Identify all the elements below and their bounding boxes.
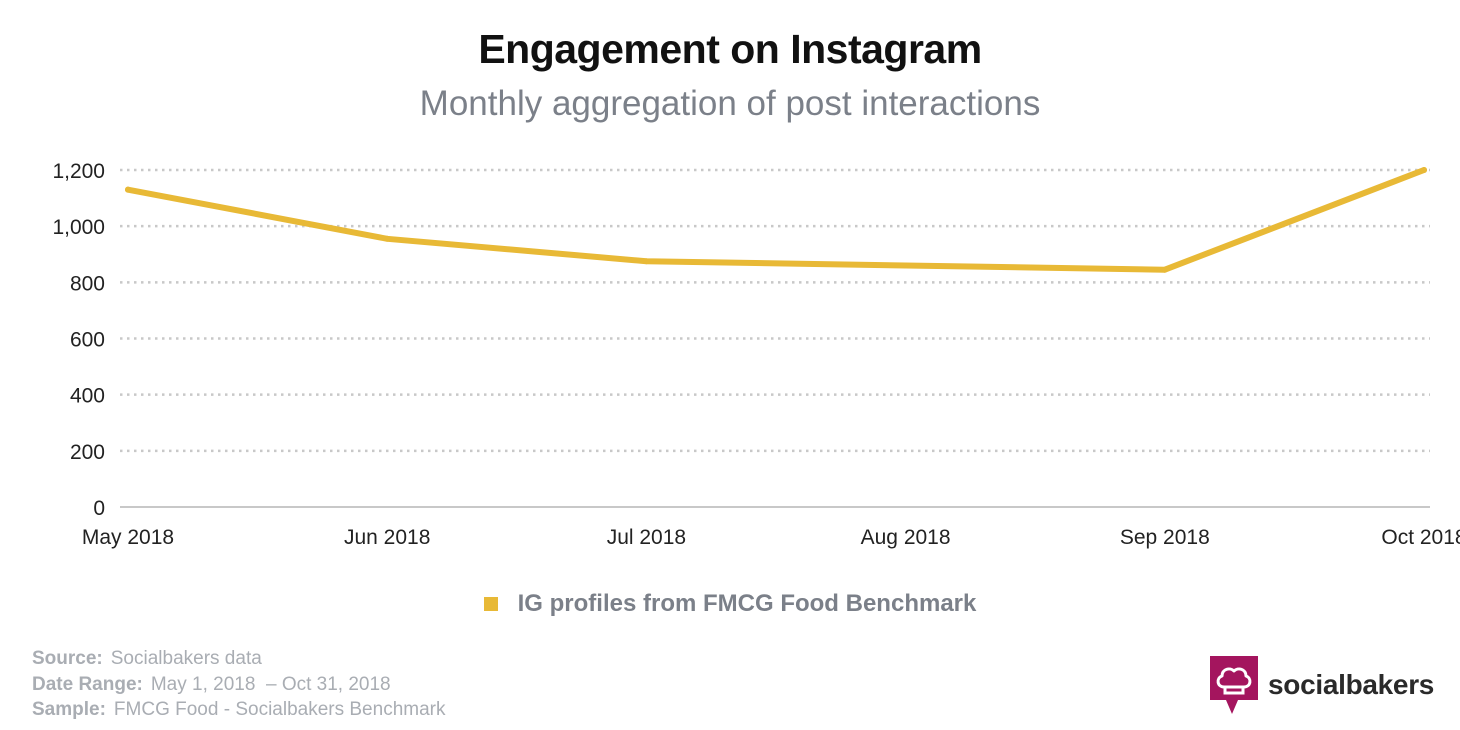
y-tick-label: 1,200 (52, 160, 105, 183)
footer-sample: Sample: FMCG Food - Socialbakers Benchmar… (32, 697, 445, 723)
x-tick-label: May 2018 (82, 526, 174, 549)
x-tick-label: Aug 2018 (861, 526, 951, 549)
chart-legend: IG profiles from FMCG Food Benchmark (0, 590, 1460, 618)
footer-sample-value: FMCG Food - Socialbakers Benchmark (113, 699, 446, 720)
x-tick-label: Jun 2018 (344, 526, 430, 549)
legend-swatch (483, 597, 498, 611)
data-point (902, 262, 909, 269)
y-tick-label: 800 (70, 272, 105, 295)
x-tick-label: Oct 2018 (1381, 526, 1460, 549)
footer-range-key: Date Range: (32, 673, 143, 695)
data-point (384, 235, 391, 242)
data-point (125, 186, 131, 193)
y-tick-label: 600 (70, 329, 105, 352)
y-tick-label: 200 (70, 441, 105, 464)
legend-label: IG profiles from FMCG Food Benchmark (517, 590, 977, 617)
chart-subtitle: Monthly aggregation of post interactions (419, 84, 1041, 123)
y-tick-label: 0 (93, 497, 105, 520)
footer-source-value: Socialbakers data (110, 648, 262, 669)
data-point (1161, 266, 1168, 273)
footer-date-range: Date Range: May 1, 2018 – Oct 31, 2018 (32, 672, 445, 698)
brand-logo: socialbakers (1210, 656, 1434, 714)
series-line (125, 167, 1427, 273)
chart-footer: Source: Socialbakers data Date Range: May … (32, 646, 445, 723)
data-point (1421, 167, 1427, 173)
footer-source: Source: Socialbakers data (32, 646, 445, 672)
y-tick-label: 400 (70, 385, 105, 408)
footer-sample-key: Sample: (32, 699, 106, 720)
x-tick-label: Jul 2018 (607, 526, 686, 549)
chef-hat-chat-bubble-icon (1210, 656, 1258, 714)
line-chart: 0 200 400 600 800 1,000 1,200 May 2018 Jun 2018 J… (52, 160, 1460, 549)
chart-title: Engagement on Instagram (478, 26, 982, 72)
footer-range-value: May 1, 2018 – Oct 31, 2018 (150, 673, 391, 695)
footer-source-key: Source: (32, 648, 103, 669)
data-point (643, 258, 650, 265)
x-tick-label: Sep 2018 (1120, 526, 1210, 549)
brand-name: socialbakers (1268, 669, 1435, 700)
y-tick-label: 1,000 (52, 216, 105, 239)
